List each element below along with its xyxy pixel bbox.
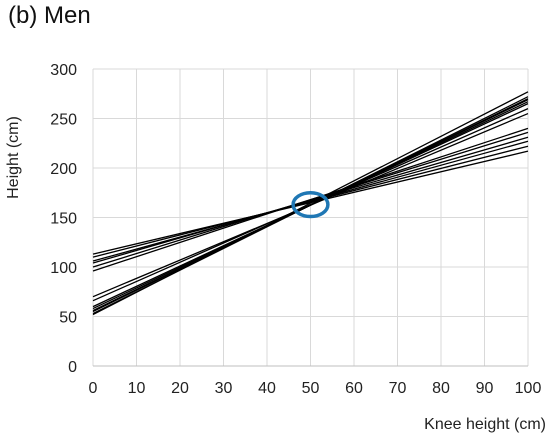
- x-tick-label: 40: [258, 380, 276, 397]
- x-tick-label: 30: [215, 380, 233, 397]
- x-tick-label: 50: [302, 380, 320, 397]
- x-tick-label: 10: [128, 380, 146, 397]
- x-tick-label: 80: [432, 380, 450, 397]
- y-tick-label: 200: [50, 161, 77, 178]
- y-axis-title: Height (cm): [5, 116, 22, 199]
- y-tick-label: 0: [68, 359, 77, 376]
- y-tick-label: 250: [50, 112, 77, 129]
- series-line: [92, 127, 529, 272]
- x-tick-label: 60: [345, 380, 363, 397]
- x-axis-title: Knee height (cm): [424, 416, 546, 433]
- y-tick-label: 100: [50, 260, 77, 277]
- x-tick-label: 100: [515, 380, 542, 397]
- y-tick-label: 300: [50, 62, 77, 79]
- y-tick-label: 150: [50, 211, 77, 228]
- x-tick-label: 90: [476, 380, 494, 397]
- chart-title: (b) Men: [8, 2, 91, 29]
- y-tick-label: 50: [59, 310, 77, 327]
- highlight-ellipse: [291, 191, 330, 219]
- series-line: [92, 140, 529, 262]
- series-line: [92, 91, 529, 316]
- x-tick-label: 70: [389, 380, 407, 397]
- x-tick-label: 0: [89, 380, 98, 397]
- x-tick-label: 20: [171, 380, 189, 397]
